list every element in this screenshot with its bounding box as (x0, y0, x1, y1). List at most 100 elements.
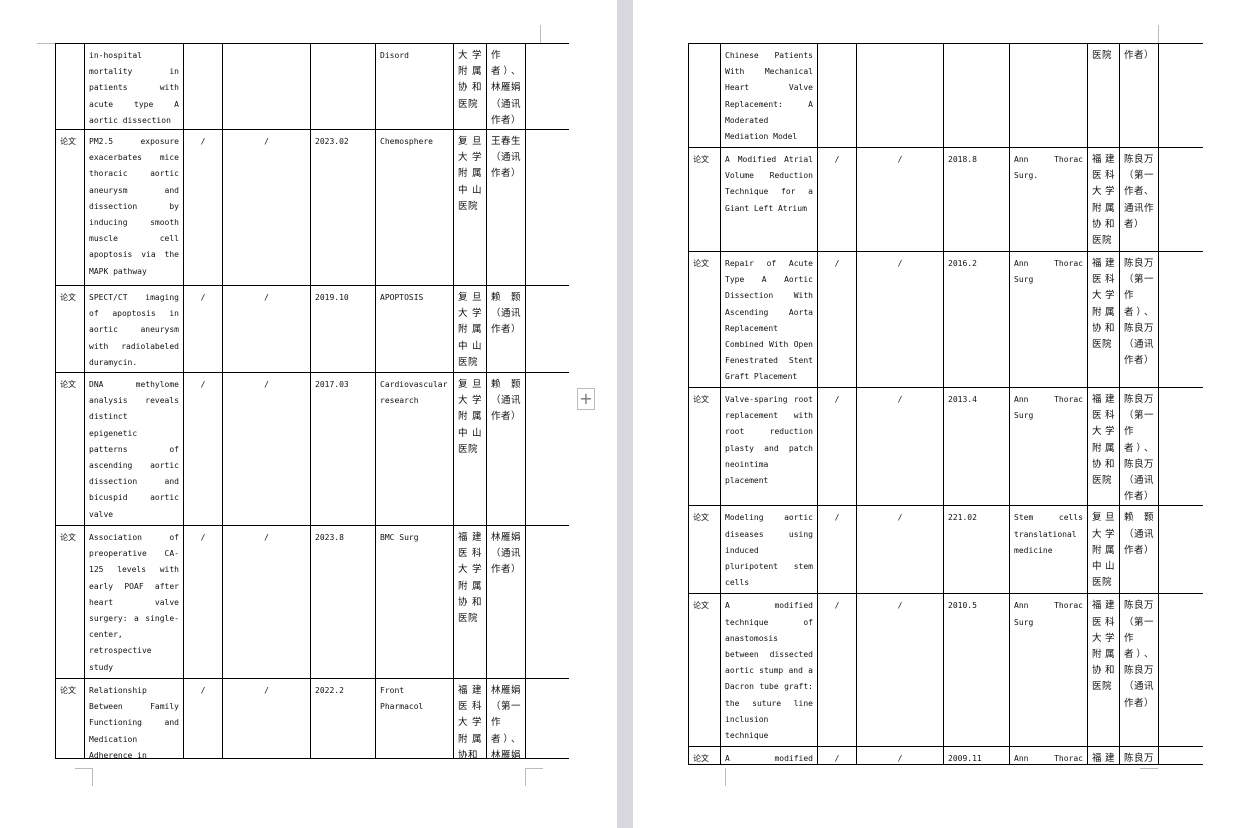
table-cell: PM2.5 exposure exacerbates mice thoracic… (84, 129, 184, 287)
table-cell: / (856, 386, 944, 507)
table-cell (525, 129, 569, 287)
table-cell: 论文 (55, 525, 85, 680)
table: in-hospital mortality in patients with a… (55, 43, 569, 758)
table-cell: / (183, 129, 223, 287)
table-cell: Chinese Patients With Mechanical Heart V… (720, 43, 818, 148)
corner-mark (525, 768, 526, 786)
table-cell: 作者） (1119, 43, 1159, 148)
table-cell: Valve-sparing root replacement with root… (720, 386, 818, 507)
table-cell: / (856, 505, 944, 595)
corner-mark (1140, 768, 1158, 769)
corner-mark (37, 43, 55, 44)
table-cell: 陈良万（第一作者）、陈良万（通讯作者） (1119, 251, 1159, 388)
table-cell (1009, 43, 1088, 148)
table-cell: 2010.5 (943, 593, 1010, 748)
table-cell (525, 285, 569, 374)
table-cell: 论文 (688, 746, 721, 764)
table-cell: / (856, 251, 944, 388)
table-cell (525, 43, 569, 131)
table-cell (222, 43, 311, 131)
table-cell: Disord (375, 43, 454, 131)
table-cell: 赖颢（通讯作者） (486, 285, 526, 374)
table-row: Chinese Patients With Mechanical Heart V… (688, 43, 1203, 148)
table-cell: 福建医科大学附属协和医院 (1087, 147, 1120, 252)
table-cell: / (222, 129, 311, 287)
table-row: 论文 A modified technique of anastomosis be… (688, 593, 1203, 748)
table-cell: Association of preoperative CA-125 level… (84, 525, 184, 680)
table-cell: Modeling aortic diseases using induced p… (720, 505, 818, 595)
table-cell: 林雁娟（第一作者）、林雁娟（通讯 (486, 678, 526, 758)
table-cell: 陈良万（第一作者）、陈良万（通讯作者） (1119, 386, 1159, 507)
table-cell: Ann Thorac Surg (1009, 251, 1088, 388)
table-cell: / (183, 525, 223, 680)
table-cell: 论文 (55, 285, 85, 374)
table-cell: Ann Thorac Surg (1009, 746, 1088, 764)
table-cell: 2013.4 (943, 386, 1010, 507)
table-cell (1158, 505, 1203, 595)
page-left: in-hospital mortality in patients with a… (0, 0, 617, 828)
table-row: 论文 PM2.5 exposure exacerbates mice thorac… (55, 129, 569, 287)
table-cell: / (817, 147, 857, 252)
table-cell: 论文 (688, 147, 721, 252)
table-row: 论文 Repair of Acute Type A Aortic Dissecti… (688, 251, 1203, 388)
table-cell (55, 43, 85, 131)
table-cell: / (183, 285, 223, 374)
table-cell: Relationship Between Family Functioning … (84, 678, 184, 758)
table-cell: / (222, 285, 311, 374)
table-cell: / (817, 746, 857, 764)
table-cell: / (222, 678, 311, 758)
table-row: 论文 Modeling aortic diseases using induced… (688, 505, 1203, 595)
table-cell (1158, 746, 1203, 764)
table-cell: 2017.03 (310, 372, 376, 527)
table-cell: 赖颢（通讯作者） (486, 372, 526, 527)
table-cell: 221.02 (943, 505, 1010, 595)
table-cell: 2022.2 (310, 678, 376, 758)
table-cell: Ann Thorac Surg (1009, 593, 1088, 748)
table-cell: 论文 (688, 593, 721, 748)
corner-mark (525, 768, 543, 769)
table-cell: A Modified Atrial Volume Reduction Techn… (720, 147, 818, 252)
table-row: 论文 SPECT/CT imaging of apoptosis in aorti… (55, 285, 569, 374)
table-cell (1158, 43, 1203, 148)
table-cell: 2023.8 (310, 525, 376, 680)
table-cell: / (817, 593, 857, 748)
table-cell: 福建医科大学附属协和医院 (1087, 386, 1120, 507)
table-cell: APOPTOSIS (375, 285, 454, 374)
table-cell: / (817, 251, 857, 388)
table-cell: 福建医科大学附属协和医院 (453, 525, 487, 680)
table-cell: 作者）、林雁娟（通讯作者） (486, 43, 526, 131)
table-row: 论文A modified composite valve//2009.11Ann… (688, 746, 1203, 764)
table-cell: 医院 (1087, 43, 1120, 148)
corner-mark (1158, 25, 1159, 43)
table-row: 论文 Association of preoperative CA-125 lev… (55, 525, 569, 680)
table-row: 论文 Valve-sparing root replacement with ro… (688, 386, 1203, 507)
add-button[interactable]: + (577, 388, 595, 410)
table-cell (183, 43, 223, 131)
table-cell (1158, 386, 1203, 507)
table-cell: / (856, 147, 944, 252)
table-row: in-hospital mortality in patients with a… (55, 43, 569, 131)
table-cell: 2016.2 (943, 251, 1010, 388)
table-cell (1158, 147, 1203, 252)
page-divider (617, 0, 633, 828)
corner-mark (75, 768, 93, 769)
table-cell: 论文 (55, 372, 85, 527)
table-cell: / (222, 372, 311, 527)
table-cell (525, 372, 569, 527)
table-cell: / (222, 525, 311, 680)
table-cell: Cardiovascular research (375, 372, 454, 527)
table-cell: 2019.10 (310, 285, 376, 374)
table-cell: 论文 (55, 129, 85, 287)
table-cell (310, 43, 376, 131)
table-cell: 论文 (688, 505, 721, 595)
table-cell: 福建医科大学附属协和 (453, 678, 487, 758)
table-cell: Ann Thorac Surg. (1009, 147, 1088, 252)
table-cell: 论文 (688, 251, 721, 388)
table-cell (688, 43, 721, 148)
table-cell (943, 43, 1010, 148)
table-cell (856, 43, 944, 148)
table-cell (1158, 251, 1203, 388)
table-cell: 福建医科 (1087, 746, 1120, 764)
table-cell: 大学附属协和医院 (453, 43, 487, 131)
table-cell: in-hospital mortality in patients with a… (84, 43, 184, 131)
